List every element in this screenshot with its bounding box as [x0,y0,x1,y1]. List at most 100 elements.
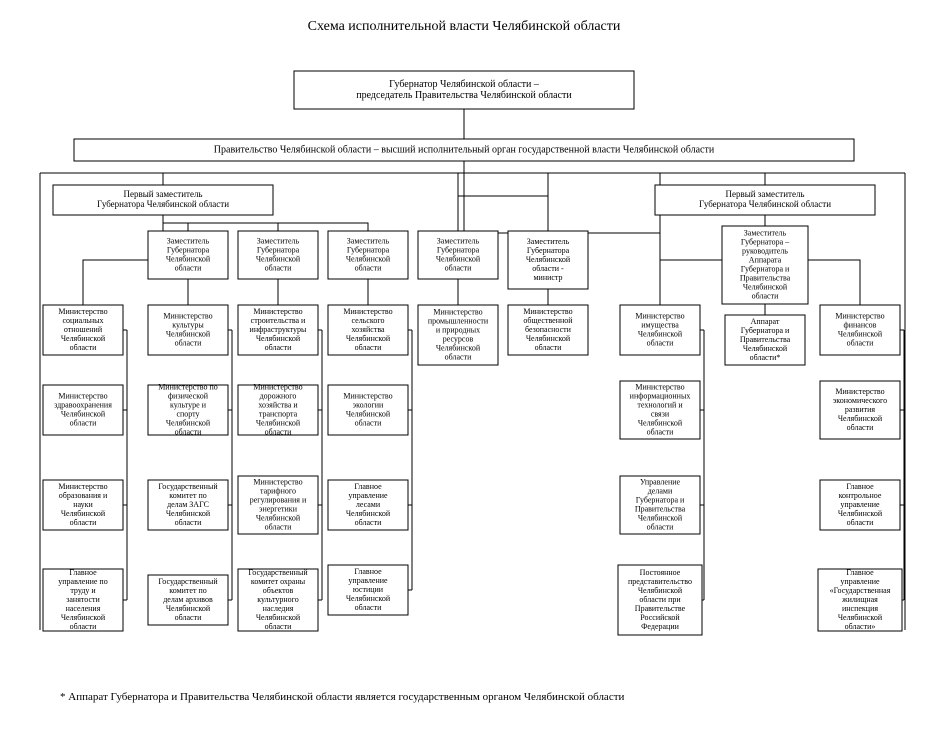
svg-text:Губернатора и: Губернатора и [636,495,685,504]
node-dep4: ЗаместительГубернатораЧелябинскойобласти [328,231,408,279]
svg-text:культуры: культуры [172,320,204,329]
svg-text:комитет охраны: комитет охраны [251,577,306,586]
svg-text:дорожного: дорожного [260,391,297,400]
svg-text:области: области [647,427,674,436]
svg-text:делами: делами [648,486,673,495]
svg-text:области: области [265,622,292,631]
svg-text:юстиции: юстиции [353,585,384,594]
svg-text:Челябинской: Челябинской [256,254,301,263]
svg-text:имущества: имущества [641,320,679,329]
svg-text:Челябинской: Челябинской [838,329,883,338]
svg-text:Челябинской: Челябинской [838,613,883,622]
node-rep_rf: ПостоянноепредставительствоЧелябинскойоб… [618,565,702,635]
svg-text:Министерство: Министерство [835,387,884,396]
node-u_justice: ГлавноеуправлениеюстицииЧелябинскойоблас… [328,565,408,615]
svg-text:Государственный: Государственный [158,482,218,491]
node-dep2: ЗаместительГубернатораЧелябинскойобласти [148,231,228,279]
svg-text:Министерство по: Министерство по [158,382,218,391]
node-m_agriculture: МинистерствосельскогохозяйстваЧелябинско… [328,305,408,355]
svg-text:регулирования и: регулирования и [250,495,307,504]
svg-text:области -: области - [532,264,564,273]
svg-text:области: области [70,418,97,427]
node-m_ecology: МинистерствоэкологииЧелябинскойобласти [328,385,408,435]
chart-footnote: * Аппарат Губернатора и Правительства Че… [60,691,625,703]
svg-text:Губернатора и: Губернатора и [741,264,790,273]
svg-text:Министерство: Министерство [253,477,302,486]
svg-text:ресурсов: ресурсов [443,334,474,343]
svg-text:Правительства: Правительства [740,335,791,344]
svg-text:Министерство: Министерство [58,307,107,316]
svg-text:области: области [355,263,382,272]
svg-text:Челябинской: Челябинской [61,613,106,622]
org-chart: Схема исполнительной власти Челябинской … [0,0,928,755]
svg-text:области: области [847,423,874,432]
svg-text:Аппарат: Аппарат [751,317,780,326]
node-government: Правительство Челябинской области – высш… [74,139,854,161]
svg-text:Министерство: Министерство [635,311,684,320]
svg-text:контрольное: контрольное [839,491,882,500]
svg-text:Заместитель: Заместитель [527,237,570,246]
svg-text:инспекция: инспекция [842,604,878,613]
svg-text:Челябинской: Челябинской [638,586,683,595]
svg-text:комитет по: комитет по [169,491,207,500]
svg-text:Российской: Российской [640,613,680,622]
node-m_finance: МинистерствофинансовЧелябинскойобласти [820,305,900,355]
svg-text:Заместитель: Заместитель [347,236,390,245]
svg-text:области: области [175,518,202,527]
svg-text:области: области [175,338,202,347]
svg-text:Министерство: Министерство [253,307,302,316]
node-u_labor: Главноеуправление потруду изанятостинасе… [43,568,123,631]
svg-text:управление: управление [348,576,388,585]
svg-text:области: области [70,622,97,631]
svg-text:Управление: Управление [640,477,681,486]
svg-text:Губернатора Челябинской област: Губернатора Челябинской области [97,199,229,209]
svg-text:Заместитель: Заместитель [257,236,300,245]
svg-text:области: области [175,613,202,622]
svg-text:отношений: отношений [64,325,103,334]
svg-text:Челябинской: Челябинской [638,418,683,427]
svg-text:Заместитель: Заместитель [167,236,210,245]
svg-text:труду и: труду и [70,586,96,595]
node-u_control: ГлавноеконтрольноеуправлениеЧелябинскойо… [820,480,900,530]
svg-text:Губернатор Челябинской области: Губернатор Челябинской области – [389,79,540,90]
svg-text:представительство: представительство [628,577,692,586]
svg-text:Челябинской: Челябинской [638,329,683,338]
svg-text:Челябинской: Челябинской [346,509,391,518]
svg-text:области: области [355,418,382,427]
svg-text:области: области [847,338,874,347]
svg-text:Главное: Главное [69,568,97,577]
svg-text:Заместитель: Заместитель [437,236,480,245]
svg-text:науки: науки [73,500,93,509]
svg-text:Челябинской: Челябинской [743,344,788,353]
node-u_forest: ГлавноеуправлениелесамиЧелябинскойобласт… [328,480,408,530]
svg-text:спорту: спорту [176,409,199,418]
svg-text:здравоохранения: здравоохранения [54,400,112,409]
node-k_zags: Государственныйкомитет поделам ЗАГСЧеляб… [148,480,228,530]
node-k_heritage: Государственныйкомитет охраныобъектовкул… [238,568,318,631]
svg-text:области: области [445,263,472,272]
svg-text:области: области [265,343,292,352]
svg-text:промышленности: промышленности [428,316,489,325]
svg-text:Губернатора: Губернатора [527,246,570,255]
svg-text:информационных: информационных [630,391,691,400]
svg-text:Челябинской: Челябинской [436,343,481,352]
svg-text:области при: области при [639,595,681,604]
svg-text:Челябинской: Челябинской [743,282,788,291]
svg-text:области: области [535,343,562,352]
svg-text:Челябинской: Челябинской [838,414,883,423]
svg-text:делам архивов: делам архивов [163,595,213,604]
svg-text:Главное: Главное [354,567,382,576]
node-m_sport: Министерство пофизическойкультуре испорт… [148,382,228,436]
svg-text:Министерство: Министерство [433,307,482,316]
svg-text:хозяйства: хозяйства [351,325,385,334]
svg-text:энергетики: энергетики [259,504,298,513]
svg-text:управление: управление [348,491,388,500]
svg-text:Министерство: Министерство [835,311,884,320]
node-u_delami: УправлениеделамиГубернатора иПравительст… [620,476,700,534]
svg-text:образования и: образования и [59,491,108,500]
svg-text:строительства и: строительства и [251,316,306,325]
svg-text:Аппарата: Аппарата [749,255,782,264]
node-m_tariff: Министерствотарифногорегулирования иэнер… [238,476,318,534]
svg-text:Челябинской: Челябинской [526,255,571,264]
svg-text:Челябинской: Челябинской [166,329,211,338]
